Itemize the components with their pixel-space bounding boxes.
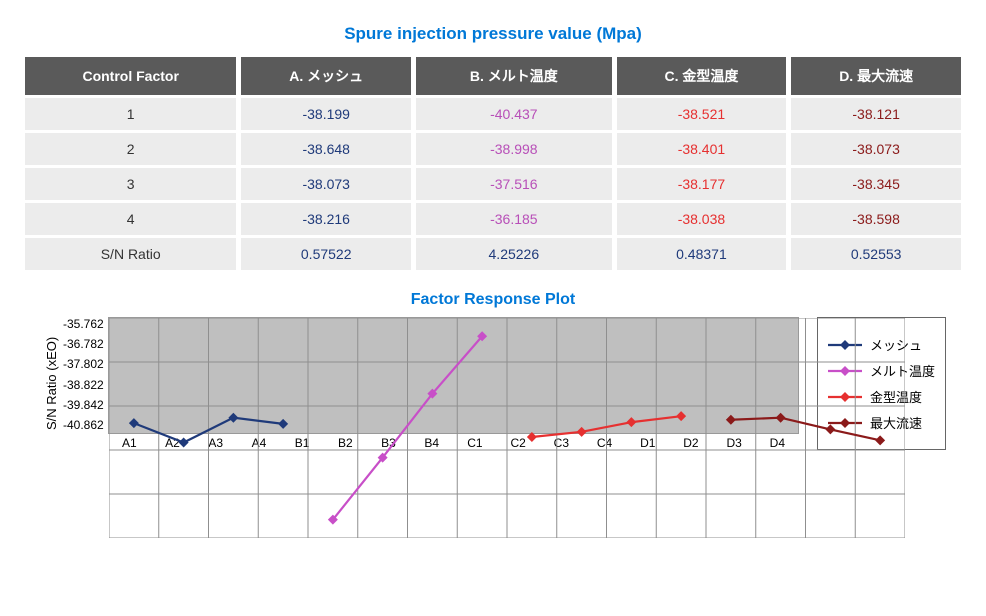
cell: -38.998: [416, 133, 612, 165]
cell: -38.038: [617, 203, 787, 235]
cell: -38.345: [791, 168, 961, 200]
marker: [178, 437, 188, 447]
cell: -38.073: [791, 133, 961, 165]
cell: -37.516: [416, 168, 612, 200]
y-tick: -38.822: [63, 378, 104, 392]
chart-container: S/N Ratio (xEO) -35.762 -36.782 -37.802 -38…: [40, 317, 946, 450]
marker: [676, 411, 686, 421]
y-tick: -39.842: [63, 398, 104, 412]
cell: -38.598: [791, 203, 961, 235]
cell: 4.25226: [416, 238, 612, 270]
cell: -40.437: [416, 98, 612, 130]
col-header: A. メッシュ: [241, 57, 411, 95]
row-label: 3: [25, 168, 236, 200]
cell: -38.521: [617, 98, 787, 130]
col-header: Control Factor: [25, 57, 236, 95]
cell: -38.177: [617, 168, 787, 200]
marker: [626, 417, 636, 427]
data-table: Control Factor A. メッシュ B. メルト温度 C. 金型温度 …: [20, 54, 966, 273]
row-label: 2: [25, 133, 236, 165]
y-tick: -36.782: [63, 337, 104, 351]
row-label: S/N Ratio: [25, 238, 236, 270]
cell: -36.185: [416, 203, 612, 235]
row-label: 1: [25, 98, 236, 130]
marker: [278, 419, 288, 429]
marker: [129, 418, 139, 428]
col-header: B. メルト温度: [416, 57, 612, 95]
y-axis-label: S/N Ratio (xEO): [40, 317, 63, 450]
marker: [527, 432, 537, 442]
y-tick: -37.802: [63, 357, 104, 371]
marker: [726, 415, 736, 425]
chart-svg: [109, 318, 905, 538]
row-label: 4: [25, 203, 236, 235]
y-axis: -35.762 -36.782 -37.802 -38.822 -39.842 -40.8…: [63, 317, 108, 450]
col-header: D. 最大流速: [791, 57, 961, 95]
cell: -38.199: [241, 98, 411, 130]
cell: -38.401: [617, 133, 787, 165]
cell: -38.121: [791, 98, 961, 130]
y-tick: -35.762: [63, 317, 104, 331]
y-tick: -40.862: [63, 418, 104, 432]
cell: -38.648: [241, 133, 411, 165]
marker: [825, 424, 835, 434]
marker: [875, 435, 885, 445]
marker: [228, 413, 238, 423]
cell: 0.48371: [617, 238, 787, 270]
cell: -38.073: [241, 168, 411, 200]
cell: 0.57522: [241, 238, 411, 270]
marker: [775, 413, 785, 423]
col-header: C. 金型温度: [617, 57, 787, 95]
cell: 0.52553: [791, 238, 961, 270]
cell: -38.216: [241, 203, 411, 235]
chart-title: Factor Response Plot: [20, 291, 966, 309]
plot-area: [108, 317, 799, 434]
marker: [576, 427, 586, 437]
table-title: Spure injection pressure value (Mpa): [20, 24, 966, 44]
